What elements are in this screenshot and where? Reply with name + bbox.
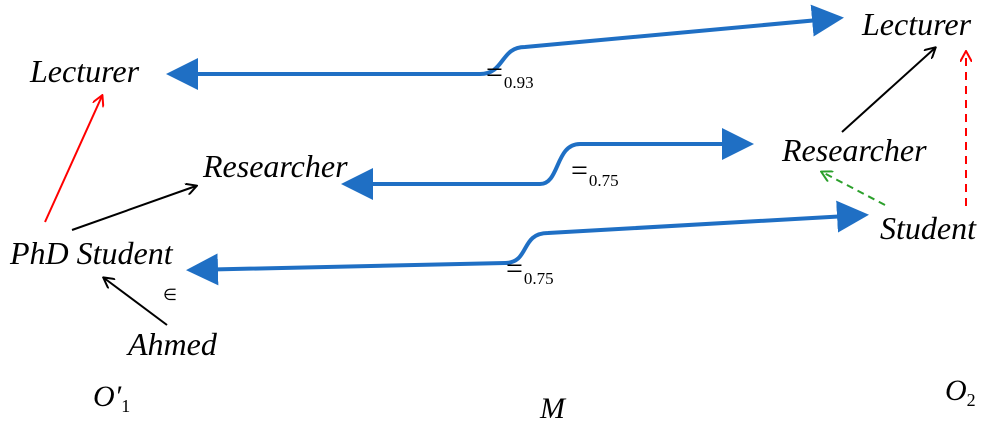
mapping-arrow-student (186, 200, 869, 286)
edge-ahmed-to-phd (104, 278, 168, 326)
left-ontology-name: O′1 (93, 380, 130, 416)
edge-phd-to-lecturer (44, 96, 102, 223)
right-node-lecturer: Lecturer (862, 6, 972, 42)
left-ontology-name-sub: 1 (121, 396, 131, 416)
right-node-student: Student (880, 210, 976, 246)
edge-phd-to-researcher (71, 186, 196, 231)
right-node-researcher: Researcher (782, 132, 927, 168)
right-ontology-name-sub: 2 (966, 390, 976, 410)
right-ontology-name: O2 (945, 374, 976, 410)
mapping-label-lecturer: =0.93 (486, 56, 534, 92)
mapping-symbol: = (571, 154, 588, 187)
mapping-label-student: =0.75 (506, 252, 554, 288)
left-node-phd-student: PhD Student (10, 235, 173, 271)
mapping-symbol: = (506, 252, 523, 285)
mapping-score: 0.75 (588, 171, 619, 190)
right-ontology-name-main: O (945, 374, 967, 407)
left-node-ahmed: Ahmed (128, 326, 217, 362)
left-ontology-name-main: O′ (93, 380, 122, 413)
left-node-researcher: Researcher (203, 148, 348, 184)
mapping-score: 0.75 (523, 269, 554, 288)
mapping-arrow-researcher (341, 128, 754, 200)
edge-researcher-to-lecturer (841, 48, 935, 133)
membership-symbol: ∈ (163, 287, 177, 304)
edge-student-to-researcher-inferred (822, 172, 886, 206)
mapping-label-researcher: =0.75 (571, 154, 619, 190)
mapping-score: 0.93 (503, 73, 534, 92)
mapping-arrow-lecturer (166, 4, 844, 90)
mapping-name: M (540, 392, 565, 425)
left-node-lecturer: Lecturer (30, 53, 140, 89)
mapping-symbol: = (486, 56, 503, 89)
